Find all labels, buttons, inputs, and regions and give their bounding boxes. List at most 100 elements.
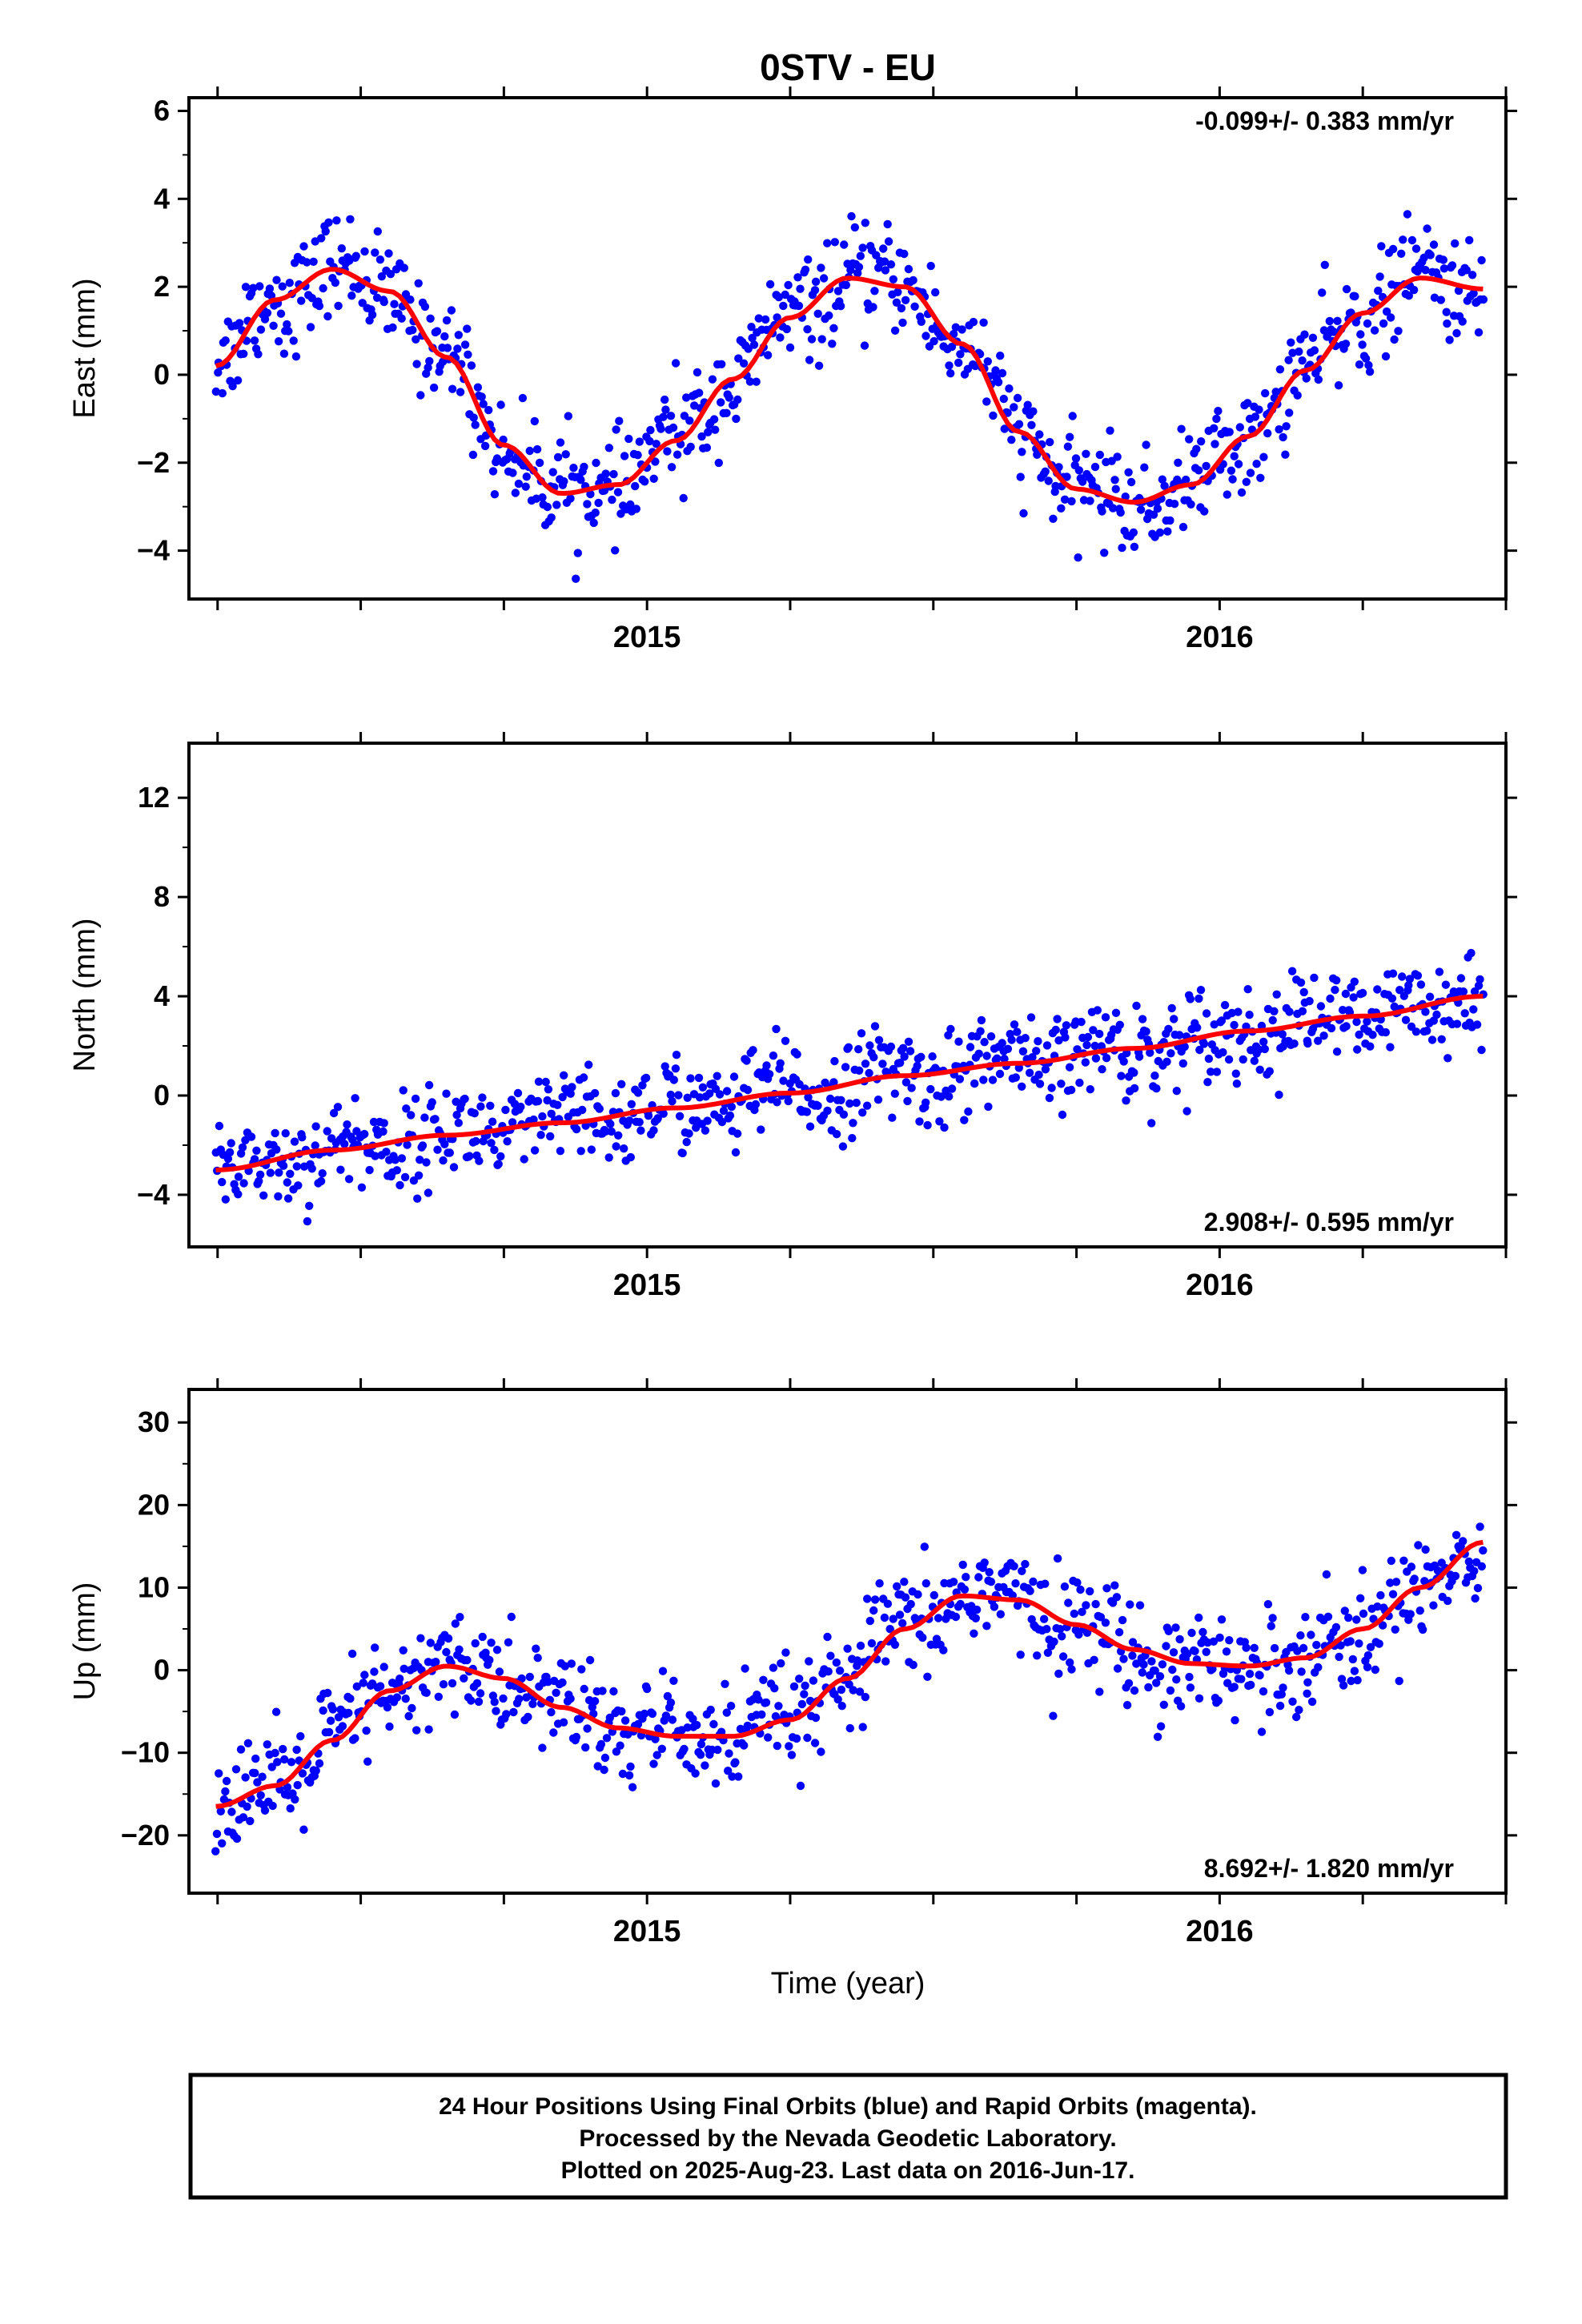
- up-point: [581, 1743, 590, 1752]
- north-point: [486, 1101, 495, 1111]
- up-point: [1122, 1701, 1132, 1710]
- north-point: [890, 1089, 900, 1098]
- east-point: [360, 247, 369, 256]
- up-point: [1064, 1598, 1073, 1607]
- east-point: [424, 363, 432, 372]
- north-point: [1314, 1036, 1323, 1045]
- up-point: [711, 1779, 721, 1788]
- north-point: [1250, 1056, 1259, 1065]
- up-point: [1346, 1637, 1355, 1646]
- east-point: [1005, 384, 1014, 393]
- north-panel: −4 0 4 8 12 2015 2016 North (mm) 2.908+/- 0.595 …: [68, 732, 1517, 1302]
- up-point: [1459, 1537, 1468, 1546]
- north-point: [1051, 1025, 1060, 1035]
- east-point: [1109, 504, 1118, 513]
- north-point: [1098, 1065, 1106, 1074]
- east-point: [1054, 463, 1063, 472]
- north-point: [1358, 988, 1367, 998]
- east-point: [889, 275, 898, 283]
- up-point: [837, 1685, 846, 1695]
- up-point: [609, 1687, 618, 1696]
- up-point: [771, 1712, 781, 1721]
- north-point: [1443, 1054, 1452, 1063]
- up-point: [930, 1590, 939, 1600]
- north-point: [1386, 1043, 1395, 1051]
- north-point: [413, 1194, 422, 1203]
- north-point: [290, 1137, 299, 1146]
- east-point: [1049, 514, 1058, 523]
- north-point: [1303, 1039, 1312, 1048]
- north-point: [283, 1178, 291, 1187]
- up-point: [1356, 1594, 1365, 1603]
- east-point: [1259, 452, 1268, 461]
- east-point: [490, 490, 500, 499]
- up-point: [956, 1599, 965, 1609]
- east-point: [496, 400, 505, 409]
- up-point: [971, 1614, 981, 1623]
- up-point: [805, 1657, 813, 1666]
- up-point: [478, 1632, 487, 1642]
- up-point: [1153, 1732, 1162, 1741]
- north-point: [1207, 1068, 1215, 1076]
- north-point: [937, 1092, 946, 1101]
- north-point: [292, 1162, 301, 1171]
- east-point: [909, 275, 917, 285]
- east-point: [522, 472, 531, 481]
- east-point: [1452, 328, 1461, 338]
- east-point: [946, 369, 955, 378]
- east-point: [811, 277, 821, 286]
- up-point: [344, 1708, 353, 1718]
- north-point: [416, 1156, 424, 1164]
- east-point: [1341, 340, 1351, 348]
- east-point: [661, 405, 670, 414]
- north-point: [765, 1070, 774, 1079]
- up-point: [287, 1758, 296, 1767]
- east-point: [284, 327, 293, 336]
- up-point: [1225, 1636, 1234, 1645]
- up-point: [1366, 1642, 1375, 1651]
- up-point: [221, 1787, 230, 1796]
- north-point: [546, 1132, 555, 1141]
- north-point: [1101, 1013, 1110, 1022]
- north-point: [1021, 1034, 1030, 1043]
- up-point: [1214, 1696, 1223, 1705]
- east-y-tick-label: −4: [137, 534, 170, 567]
- north-point: [888, 1113, 897, 1122]
- east-point: [315, 301, 324, 311]
- east-point: [609, 469, 618, 479]
- north-point: [1164, 1024, 1173, 1034]
- north-point: [1467, 948, 1476, 958]
- east-point: [982, 397, 991, 406]
- north-point: [536, 1131, 545, 1140]
- up-point: [583, 1724, 592, 1733]
- north-point: [896, 1059, 905, 1068]
- up-point: [1464, 1557, 1474, 1566]
- up-point: [668, 1715, 677, 1724]
- east-point: [532, 444, 542, 454]
- up-point: [1118, 1615, 1127, 1625]
- north-point: [612, 1142, 620, 1151]
- east-point: [1000, 424, 1009, 433]
- east-point: [556, 438, 565, 447]
- north-point: [1175, 1031, 1184, 1039]
- up-point: [774, 1702, 783, 1711]
- east-point: [901, 296, 910, 304]
- up-point: [311, 1766, 320, 1775]
- up-point: [231, 1765, 241, 1774]
- north-point: [1275, 1090, 1283, 1100]
- east-point: [1404, 292, 1414, 300]
- up-point: [624, 1771, 634, 1780]
- north-point: [1331, 985, 1339, 995]
- east-point: [484, 405, 493, 415]
- up-point: [1217, 1615, 1227, 1624]
- north-point: [1413, 971, 1423, 980]
- north-point: [1366, 1042, 1375, 1051]
- up-point: [424, 1725, 433, 1734]
- north-point: [572, 1124, 581, 1134]
- up-point: [1452, 1530, 1461, 1540]
- east-point: [1365, 368, 1375, 376]
- x-axis-label: Time (year): [771, 1967, 926, 2000]
- north-point: [1350, 977, 1359, 987]
- north-point: [979, 1076, 988, 1084]
- north-point: [635, 1118, 644, 1127]
